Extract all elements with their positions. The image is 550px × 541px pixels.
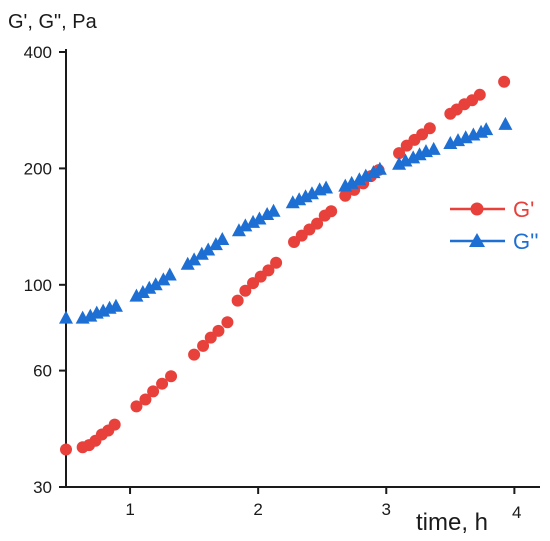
g-double-prime-point [358, 168, 373, 182]
axes [65, 49, 540, 488]
x-axis-end-tick-label: 4 [512, 503, 521, 522]
g-prime-point [311, 217, 324, 230]
g-double-prime-point [59, 310, 73, 324]
g-prime-point [130, 400, 143, 413]
g-prime-point [108, 418, 121, 431]
g-prime-point [393, 147, 406, 160]
x-ticks: 1 2 3 [125, 487, 516, 519]
g-prime-point [212, 324, 225, 337]
g-prime-point [325, 205, 338, 218]
g-double-prime-point [194, 246, 209, 260]
g-prime-point [262, 264, 275, 277]
legend-marker-g-prime [470, 202, 484, 216]
g-prime-point [239, 284, 252, 297]
g-double-prime-point [135, 285, 150, 299]
g-prime-point [60, 443, 72, 456]
g-prime-point [139, 393, 152, 406]
y-tick-label: 30 [33, 478, 52, 497]
g-double-prime-point [266, 203, 281, 217]
legend: G' G'' [450, 197, 539, 254]
g-double-prime-point [426, 141, 441, 155]
series-g-double-prime [59, 116, 513, 324]
g-double-prime-point [372, 161, 387, 175]
g-prime-point [339, 189, 352, 202]
legend-label-g-double-prime: G'' [513, 229, 539, 254]
legend-marker-g-double-prime [469, 233, 485, 247]
g-double-prime-point [231, 223, 246, 237]
g-double-prime-point [498, 116, 513, 130]
legend-label-g-prime: G' [513, 197, 534, 222]
x-tick-label: 1 [125, 500, 134, 519]
g-double-prime-point [252, 211, 267, 225]
g-double-prime-point [180, 256, 195, 270]
y-tick-label: 60 [33, 362, 52, 381]
g-double-prime-point [304, 186, 319, 200]
g-double-prime-point [201, 242, 216, 256]
y-tick-label: 200 [24, 159, 52, 178]
g-double-prime-point [366, 165, 381, 179]
g-double-prime-point [142, 280, 157, 294]
g-prime-point [197, 339, 210, 352]
series-g-prime [60, 75, 511, 456]
g-prime-point [221, 316, 234, 329]
g-double-prime-point [246, 214, 261, 228]
g-prime-point [270, 256, 283, 269]
x-tick-label: 2 [253, 500, 262, 519]
g-double-prime-point [129, 288, 144, 302]
g-double-prime-point [162, 267, 177, 281]
g-prime-point [204, 331, 217, 344]
g-prime-point [231, 294, 244, 307]
g-prime-point [156, 377, 169, 390]
g-double-prime-point [108, 298, 123, 312]
y-ticks: 30 60 100 200 400 [24, 43, 66, 497]
g-prime-point [147, 385, 160, 398]
y-tick-label: 400 [24, 43, 52, 62]
g-double-prime-point [148, 277, 163, 291]
y-axis-title: G', G", Pa [8, 11, 98, 33]
g-prime-point [165, 370, 178, 383]
legend-item-g-double-prime: G'' [450, 229, 539, 254]
g-prime-point [188, 348, 201, 361]
g-double-prime-point [215, 231, 230, 245]
g-prime-point [498, 75, 511, 88]
g-double-prime-point [187, 252, 202, 266]
x-axis-title: time, h [416, 509, 488, 536]
g-prime-point [473, 88, 486, 101]
g-double-prime-point [319, 180, 334, 194]
g-double-prime-point [352, 172, 367, 186]
g-double-prime-point [238, 218, 253, 232]
g-double-prime-point [260, 206, 275, 220]
g-prime-point [423, 122, 436, 135]
g-double-prime-point [208, 237, 223, 251]
g-double-prime-point [344, 175, 359, 189]
x-tick-label: 3 [382, 500, 391, 519]
legend-item-g-prime: G' [450, 197, 534, 222]
y-tick-label: 100 [24, 276, 52, 295]
g-double-prime-point [479, 122, 494, 136]
g-double-prime-point [156, 272, 171, 286]
